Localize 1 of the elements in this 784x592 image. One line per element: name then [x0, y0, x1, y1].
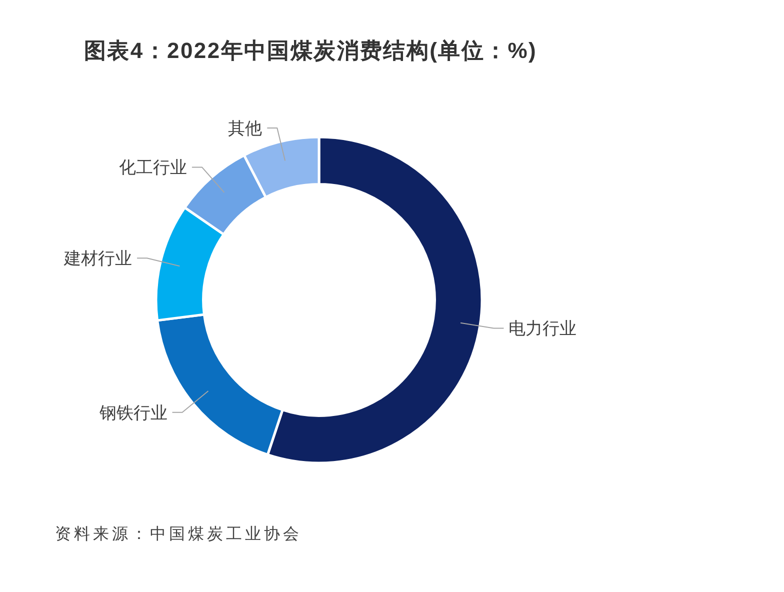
title: 图表4：2022年中国煤炭消费结构(单位：%) — [84, 38, 537, 63]
